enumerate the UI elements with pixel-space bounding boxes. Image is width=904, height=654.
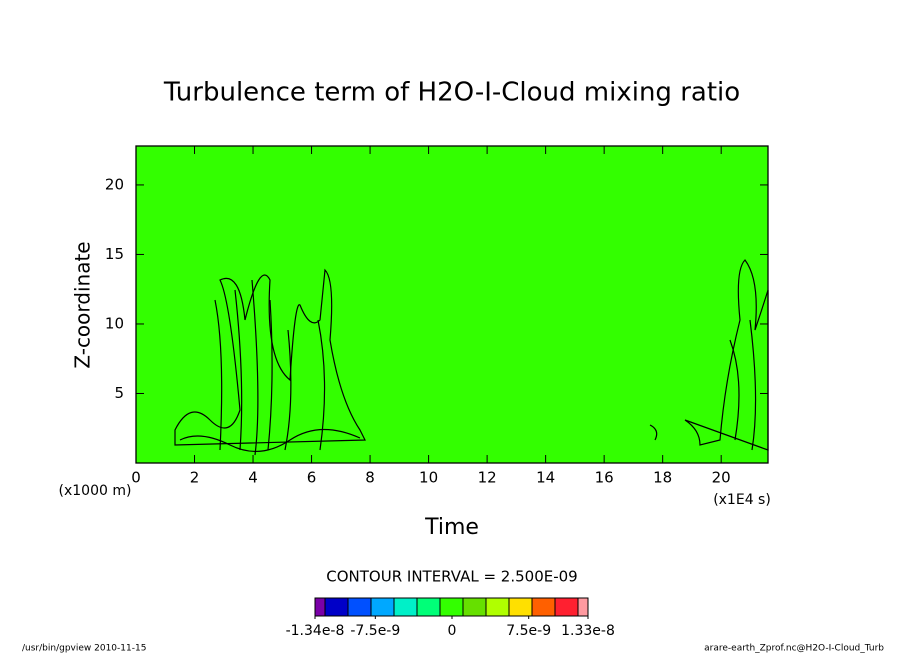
colorbar-swatch (485, 597, 510, 617)
colorbar-swatch (439, 597, 464, 617)
plot-frame (135, 145, 769, 464)
x-tick-label: 4 (248, 469, 258, 487)
colorbar-tick-label: -7.5e-9 (350, 623, 400, 639)
y-tick-label: 10 (105, 314, 124, 332)
footer-right: arare-earth_Zprof.nc@H2O-I-Cloud_Turb (704, 644, 884, 654)
colorbar-swatch (416, 597, 441, 617)
contour-lines (174, 259, 769, 456)
colorbar-swatch (324, 597, 349, 617)
colorbar-swatch (370, 597, 395, 617)
colorbar-tick-label: 7.5e-9 (506, 623, 551, 639)
colorbar-swatch (314, 597, 326, 617)
y-tick-label: 15 (105, 245, 124, 263)
contour-interval: CONTOUR INTERVAL = 2.500E-09 (326, 568, 577, 586)
x-tick-label: 18 (653, 469, 672, 487)
x-tick-label: 16 (595, 469, 614, 487)
colorbar-swatch (462, 597, 487, 617)
x-tick-label: 8 (365, 469, 375, 487)
colorbar-swatch (577, 597, 589, 617)
colorbar-swatch (393, 597, 418, 617)
colorbar-tick-label: 1.33e-8 (561, 623, 615, 639)
colorbar-tick-label: -1.34e-8 (286, 623, 345, 639)
x-tick-label: 6 (307, 469, 317, 487)
x-tick-label: 20 (712, 469, 731, 487)
x-tick-label: 12 (478, 469, 497, 487)
colorbar-swatch (347, 597, 372, 617)
chart-title: Turbulence term of H2O-I-Cloud mixing ra… (163, 78, 740, 108)
colorbar-tick-label: 0 (448, 623, 457, 639)
y-tick-label: 5 (114, 384, 124, 402)
x-unit: (x1E4 s) (713, 492, 771, 508)
footer-left: /usr/bin/gpview 2010-11-15 (22, 644, 146, 654)
x-axis-label: Time (424, 515, 479, 540)
x-tick-label: 14 (536, 469, 555, 487)
y-axis-label: Z-coordinate (71, 241, 95, 368)
x-tick-label: 2 (190, 469, 200, 487)
y-unit: (x1000 m) (59, 483, 132, 499)
colorbar-swatch (508, 597, 533, 617)
colorbar-swatch (531, 597, 556, 617)
colorbar-swatch (554, 597, 579, 617)
x-tick-label: 0 (131, 469, 141, 487)
x-tick-label: 10 (419, 469, 438, 487)
y-tick-label: 20 (105, 175, 124, 193)
plot-area (136, 146, 768, 463)
